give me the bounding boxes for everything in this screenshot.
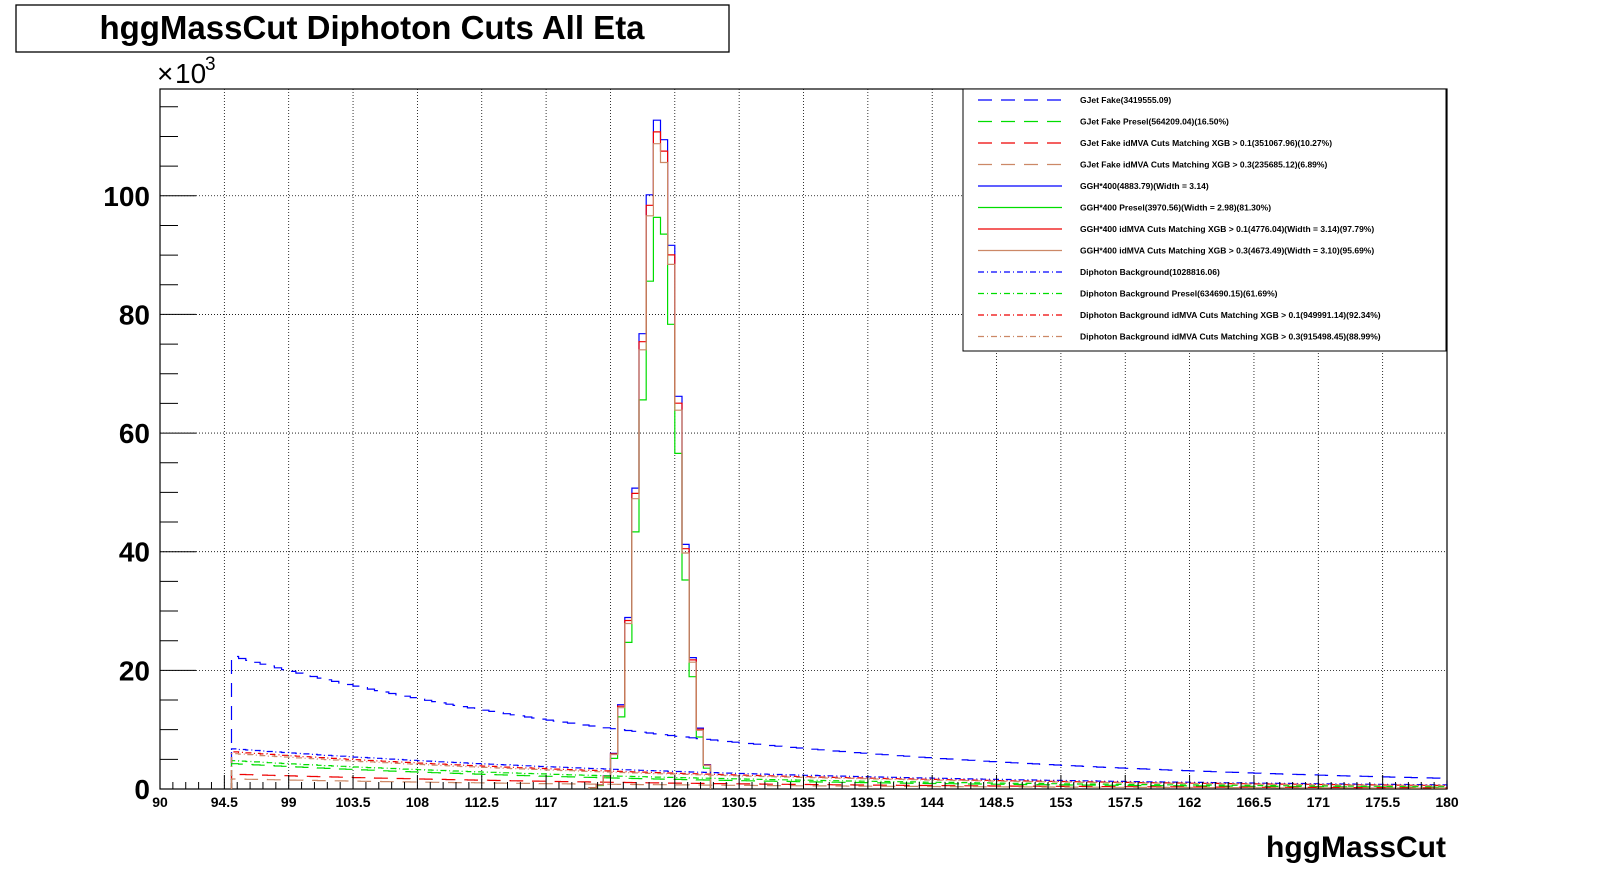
y-tick-label: 20 [119,655,150,686]
x-tick-label: 103.5 [336,794,371,810]
x-tick-label: 130.5 [722,794,757,810]
series-line-6 [588,131,712,789]
legend-label-0: GJet Fake(3419555.09) [1080,95,1171,105]
legend-label-2: GJet Fake idMVA Cuts Matching XGB > 0.1(… [1080,138,1332,148]
series-line-0 [230,655,1448,789]
series-line-8 [230,748,1448,789]
x-tick-label: 180 [1435,794,1459,810]
series-line-7 [588,143,712,789]
y-axis-multiplier: × 10 3 [157,54,216,89]
x-tick-label: 171 [1307,794,1331,810]
y-tick-label: 100 [103,181,150,212]
x-tick-label: 166.5 [1236,794,1271,810]
legend-entries: GJet Fake(3419555.09) GJet Fake Presel(56… [978,95,1381,342]
x-tick-label: 153 [1049,794,1073,810]
x-tick-label: 126 [663,794,687,810]
series-line-4 [588,119,712,789]
title-frame [15,4,730,53]
x-axis-label: hggMassCut [1266,831,1446,864]
x-tick-label: 157.5 [1108,794,1143,810]
y-tick-label: 0 [134,774,150,805]
x-tick-label: 112.5 [465,794,499,810]
legend-label-1: GJet Fake Presel(564209.04)(16.50%) [1080,117,1229,127]
title-box: hggMassCut Diphoton Cuts All Eta [15,4,730,53]
legend-frame [962,88,1447,352]
y-multiplier-times: × [157,58,173,89]
legend-label-4: GGH*400(4883.79)(Width = 3.14) [1080,181,1209,191]
chart-title: hggMassCut Diphoton Cuts All Eta [99,9,645,46]
x-tick-label: 117 [535,794,558,810]
y-multiplier-base: 10 [175,58,206,89]
x-tick-label: 108 [406,794,430,810]
y-multiplier-exponent: 3 [205,54,216,75]
series-line-1 [230,763,1448,789]
legend-label-11: Diphoton Background idMVA Cuts Matching … [1080,332,1381,342]
legend-label-6: GGH*400 idMVA Cuts Matching XGB > 0.1(47… [1080,224,1374,234]
y-tick-label: 80 [119,299,150,330]
legend-label-5: GGH*400 Presel(3970.56)(Width = 2.98)(81… [1080,203,1271,213]
x-tick-label: 135 [792,794,816,810]
x-tick-label: 121.5 [593,794,628,810]
y-tick-label: 60 [119,418,150,449]
x-tick-label: 99 [281,794,297,810]
x-tick-label: 144 [921,794,945,810]
y-tick-label: 40 [119,537,150,568]
x-tick-label: 175.5 [1365,794,1400,810]
series-line-5 [588,216,712,789]
legend-label-10: Diphoton Background idMVA Cuts Matching … [1080,310,1381,320]
series-line-11 [230,753,1448,789]
legend: GJet Fake(3419555.09) GJet Fake Presel(56… [962,88,1447,352]
legend-label-8: Diphoton Background(1028816.06) [1080,267,1220,277]
x-tick-label: 148.5 [979,794,1014,810]
x-tick-label: 139.5 [850,794,885,810]
x-tick-label: 90 [152,794,168,810]
legend-label-9: Diphoton Background Presel(634690.15)(61… [1080,289,1278,299]
series-line-9 [230,760,1448,789]
x-tick-label: 162 [1178,794,1202,810]
legend-label-3: GJet Fake idMVA Cuts Matching XGB > 0.3(… [1080,160,1327,170]
legend-label-7: GGH*400 idMVA Cuts Matching XGB > 0.3(46… [1080,246,1374,256]
axes: 90 94.5 99 103.5 108 112.5 117 121.5 126 130.5 135… [103,106,1459,810]
x-tick-label: 94.5 [211,794,238,810]
